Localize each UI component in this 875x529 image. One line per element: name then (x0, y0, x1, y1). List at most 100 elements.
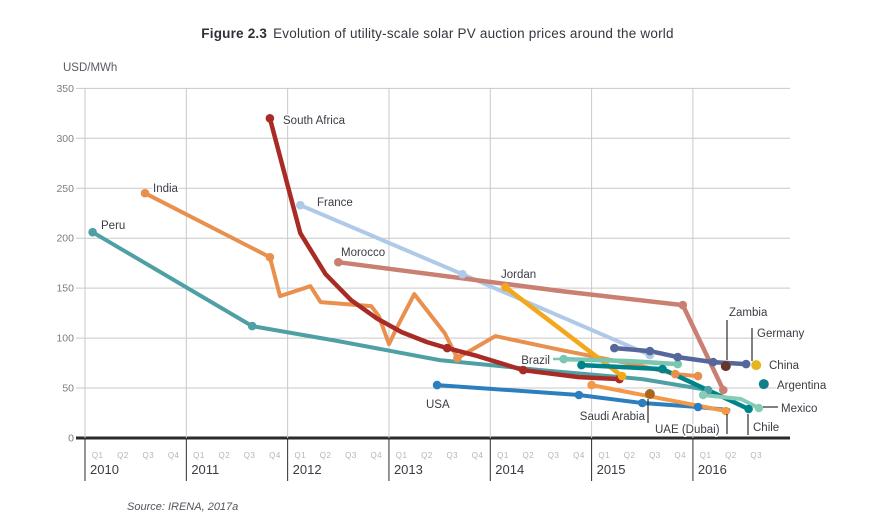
quarter-label-2013-Q3: Q3 (446, 451, 458, 460)
figure-title-text: Evolution of utility-scale solar PV auct… (273, 26, 674, 41)
series-line-morocco (336, 259, 726, 393)
series-label-india: India (153, 183, 179, 195)
quarter-label-2013-Q2: Q2 (421, 451, 433, 460)
series-marker-usa (638, 398, 647, 408)
series-line-mexico (701, 393, 761, 410)
series-line-uae-dubai (589, 383, 728, 413)
series-marker-india (140, 188, 150, 198)
quarter-label-2010-Q3: Q3 (142, 451, 154, 460)
series-label-saudi-arabia: Saudi Arabia (580, 411, 646, 423)
quarter-label-2016-Q3: Q3 (750, 451, 762, 460)
series-line-brazil (561, 356, 680, 367)
series-label-argentina: Argentina (777, 380, 827, 392)
series-marker-india (670, 369, 680, 379)
series-marker-argentina (758, 379, 769, 390)
series-label-uae-dubai: UAE (Dubai) (655, 424, 720, 436)
quarter-label-2011-Q2: Q2 (218, 451, 230, 460)
y-axis-unit-label: USD/MWh (63, 62, 118, 74)
series-marker-brazil (559, 354, 568, 364)
series-marker-india (453, 353, 462, 363)
quarter-label-2014-Q4: Q4 (573, 451, 585, 460)
series-marker-peru (247, 321, 257, 331)
quarter-label-2010-Q2: Q2 (117, 451, 129, 460)
source-note: Source: IRENA, 2017a (127, 501, 239, 513)
series-marker-uae-dubai (721, 406, 731, 416)
quarter-label-2016-Q1: Q1 (700, 451, 712, 460)
y-axis-tick-label-0: 0 (68, 433, 74, 445)
series-marker-germany (708, 357, 718, 367)
series-marker-chile (577, 360, 586, 370)
series-marker-south-africa (442, 343, 452, 353)
series-marker-india (265, 252, 275, 262)
quarter-label-2010-Q4: Q4 (168, 451, 180, 460)
series-marker-zambia (720, 361, 731, 372)
figure-number: Figure 2.3 (201, 26, 268, 41)
figure-title: Figure 2.3 Evolution of utility-scale sol… (0, 26, 875, 41)
year-label-2010: 2010 (90, 462, 119, 477)
series-marker-germany (741, 359, 751, 369)
series-marker-usa (693, 402, 703, 412)
series-marker-morocco (334, 257, 343, 267)
series-marker-mexico (698, 390, 708, 400)
series-label-zambia: Zambia (729, 307, 768, 319)
quarter-label-2014-Q1: Q1 (497, 451, 509, 460)
series-label-south-africa: South Africa (283, 115, 346, 127)
quarter-label-2011-Q3: Q3 (244, 451, 256, 460)
series-marker-france (458, 269, 467, 279)
series-marker-germany (645, 346, 655, 356)
quarter-label-2012-Q1: Q1 (294, 451, 306, 460)
quarter-label-2014-Q3: Q3 (548, 451, 560, 460)
series-marker-chile (744, 404, 753, 414)
quarter-label-2010-Q1: Q1 (92, 451, 104, 460)
y-axis-tick-label-250: 250 (56, 183, 74, 195)
series-line-south-africa (267, 116, 622, 382)
series-label-morocco: Morocco (341, 247, 385, 259)
year-label-2013: 2013 (394, 462, 423, 477)
series-label-germany: Germany (757, 328, 805, 340)
series-marker-usa (432, 380, 442, 390)
series-label-brazil: Brazil (521, 355, 550, 367)
quarter-label-2015-Q3: Q3 (649, 451, 661, 460)
quarter-label-2013-Q1: Q1 (396, 451, 408, 460)
quarter-label-2015-Q4: Q4 (674, 451, 686, 460)
series-marker-india (693, 371, 703, 381)
y-axis-tick-label-200: 200 (56, 233, 74, 245)
year-label-2015: 2015 (597, 462, 626, 477)
quarter-label-2014-Q2: Q2 (522, 451, 534, 460)
series-marker-china (751, 360, 762, 371)
year-label-2012: 2012 (293, 462, 322, 477)
year-label-2016: 2016 (698, 462, 727, 477)
y-axis-tick-label-300: 300 (56, 133, 74, 145)
quarter-label-2011-Q1: Q1 (193, 451, 205, 460)
series-label-peru: Peru (101, 220, 125, 232)
series-label-chile: Chile (753, 422, 779, 434)
series-marker-usa (574, 390, 584, 400)
series-marker-jordan (617, 371, 627, 381)
series-marker-jordan (501, 282, 510, 292)
y-axis-tick-label-350: 350 (56, 83, 74, 95)
series-marker-saudi-arabia (644, 389, 655, 399)
series-marker-peru (88, 227, 97, 237)
series-line-usa (435, 383, 731, 412)
quarter-label-2012-Q3: Q3 (345, 451, 357, 460)
series-label-jordan: Jordan (501, 269, 536, 281)
series-marker-south-africa (518, 365, 528, 375)
series-marker-brazil (673, 359, 682, 369)
series-marker-chile (658, 364, 667, 374)
quarter-label-2015-Q1: Q1 (598, 451, 610, 460)
series-marker-germany (610, 343, 619, 353)
year-label-2011: 2011 (191, 462, 219, 477)
year-label-2014: 2014 (495, 462, 524, 477)
series-marker-uae-dubai (587, 380, 596, 390)
series-marker-morocco (678, 300, 688, 310)
quarter-label-2012-Q4: Q4 (370, 451, 382, 460)
series-label-usa: USA (426, 399, 450, 411)
series-marker-france (296, 200, 305, 210)
y-axis-tick-label-100: 100 (56, 333, 74, 345)
series-marker-morocco (719, 385, 728, 395)
series-label-france: France (317, 197, 353, 209)
y-axis-tick-label-150: 150 (56, 283, 74, 295)
series-label-china: China (769, 360, 800, 372)
